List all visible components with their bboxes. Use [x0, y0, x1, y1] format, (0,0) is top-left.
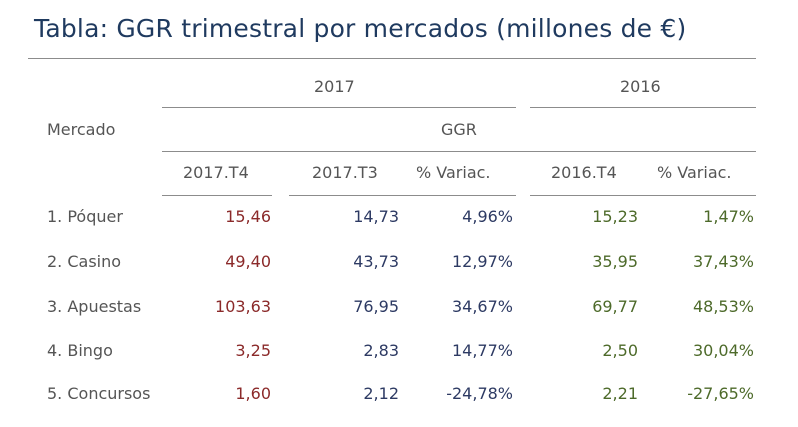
table-cell: 30,04% [692, 341, 754, 360]
table-cell: 4,96% [462, 207, 513, 226]
table-cell: 37,43% [692, 252, 754, 271]
row-label: 3. Apuestas [47, 297, 142, 316]
table-cell: 3,25 [235, 341, 271, 360]
table-cell: 2,12 [363, 384, 399, 403]
col-2017t4-rule [162, 195, 272, 196]
header-ggr: GGR [441, 120, 477, 139]
table-cell: 2,50 [602, 341, 638, 360]
table-cell: 15,23 [592, 207, 638, 226]
table-cell: 14,73 [353, 207, 399, 226]
table-cell: -24,78% [446, 384, 513, 403]
row-label: 1. Póquer [47, 207, 123, 226]
col-2017t3-rule [289, 195, 516, 196]
table-cell: 103,63 [215, 297, 271, 316]
table-cell: 1,47% [703, 207, 754, 226]
header-col-var-2017: % Variac. [416, 163, 491, 182]
table-cell: 76,95 [353, 297, 399, 316]
table-cell: -27,65% [687, 384, 754, 403]
ggr-rule [162, 151, 756, 152]
header-year-2017: 2017 [314, 77, 355, 96]
row-label: 4. Bingo [47, 341, 113, 360]
table-cell: 2,83 [363, 341, 399, 360]
table-cell: 48,53% [692, 297, 754, 316]
table-title: Tabla: GGR trimestral por mercados (mill… [34, 14, 687, 43]
header-year-2016: 2016 [620, 77, 661, 96]
header-col-var-2016: % Variac. [657, 163, 732, 182]
table-cell: 15,46 [225, 207, 271, 226]
table-cell: 14,77% [451, 341, 513, 360]
year-2016-rule [530, 107, 756, 108]
header-col-2017t3: 2017.T3 [312, 163, 378, 182]
table-cell: 49,40 [225, 252, 271, 271]
header-col-2016t4: 2016.T4 [551, 163, 617, 182]
table-cell: 69,77 [592, 297, 638, 316]
table-cell: 34,67% [451, 297, 513, 316]
header-mercado: Mercado [47, 120, 116, 139]
row-label: 2. Casino [47, 252, 122, 271]
top-rule [28, 58, 756, 59]
table-cell: 2,21 [602, 384, 638, 403]
year-2017-rule [162, 107, 516, 108]
row-label: 5. Concursos [47, 384, 151, 403]
table-cell: 12,97% [451, 252, 513, 271]
table-cell: 43,73 [353, 252, 399, 271]
col-2016t4-rule [530, 195, 756, 196]
table-cell: 1,60 [235, 384, 271, 403]
table-cell: 35,95 [592, 252, 638, 271]
header-col-2017t4: 2017.T4 [183, 163, 249, 182]
